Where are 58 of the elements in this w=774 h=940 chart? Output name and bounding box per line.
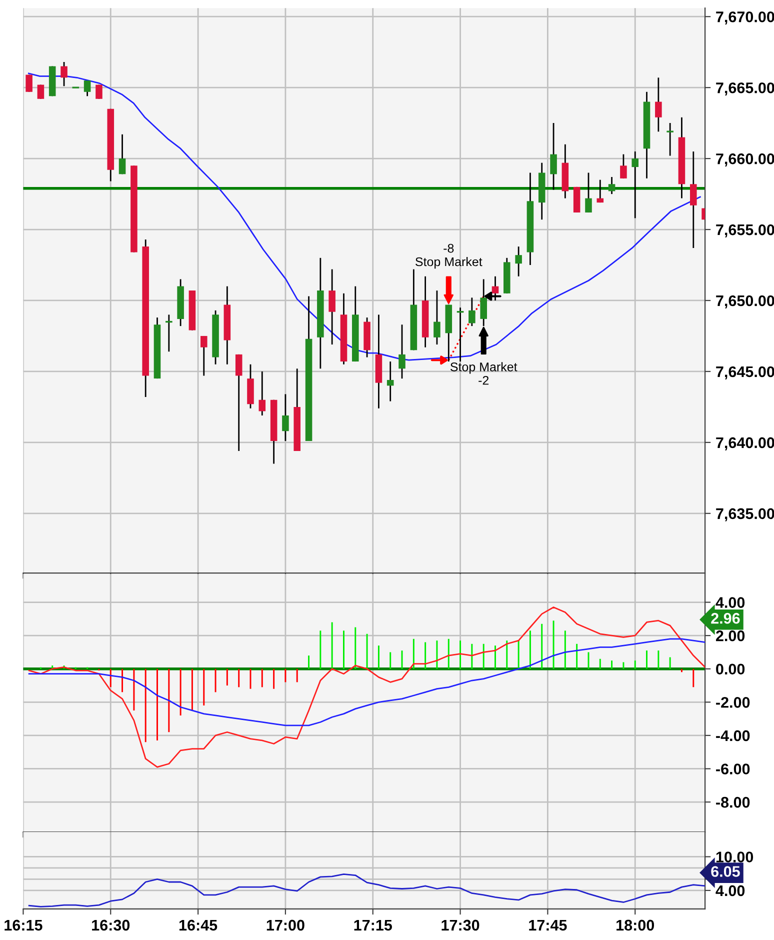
y-tick-label: -8.00 <box>716 796 750 808</box>
annotation: Stop Market -2 <box>450 362 518 385</box>
x-tick-label: 17:30 <box>442 920 480 931</box>
text: 6.05 <box>711 866 740 877</box>
text: 2.96 <box>711 612 740 624</box>
candlestick <box>26 74 32 93</box>
y-tick-label: -6.00 <box>716 764 750 774</box>
line-series <box>28 638 706 726</box>
candlestick <box>164 314 174 352</box>
y-tick-label: -4.00 <box>716 730 750 742</box>
candlestick <box>515 246 522 278</box>
candlestick <box>655 76 662 132</box>
x-tick-label: 17:00 <box>266 920 304 931</box>
y-tick-label: 7,640.00 <box>716 437 774 450</box>
candlestick <box>620 154 627 180</box>
candlestick <box>258 370 266 416</box>
y-tick-label: 7,670.00 <box>716 11 774 24</box>
candlestick <box>585 172 592 214</box>
y-tick-label: 4.00 <box>716 597 745 608</box>
y-tick-label: 7,655.00 <box>716 224 774 238</box>
y-tick-label: 4.00 <box>716 885 745 896</box>
candlestick <box>608 176 616 195</box>
line-series <box>28 873 706 908</box>
candlestick <box>398 324 406 380</box>
candlestick <box>632 150 638 219</box>
x-tick-label: 17:45 <box>529 920 567 931</box>
y-tick-label: 10.00 <box>716 852 754 862</box>
y-tick-label: 7,650.00 <box>716 295 774 308</box>
candlestick <box>37 84 44 100</box>
candlestick <box>434 290 440 346</box>
x-tick-label: 16:30 <box>92 920 130 931</box>
candlestick <box>596 179 604 204</box>
candlestick <box>235 354 242 452</box>
candlestick <box>96 84 102 100</box>
annotation: -8 Stop Market <box>416 244 482 269</box>
candlestick <box>666 122 674 156</box>
candlestick <box>328 268 336 346</box>
y-tick-label: -2.00 <box>716 697 750 708</box>
y-tick-label: 0.00 <box>716 664 745 675</box>
x-tick-label: 18:00 <box>616 920 654 931</box>
candlestick <box>386 360 394 402</box>
y-tick-label: 7,660.00 <box>716 153 774 166</box>
candlestick <box>60 61 68 87</box>
y-tick-label: 7,665.00 <box>716 82 774 96</box>
candlestick <box>550 122 557 190</box>
x-tick-label: 17:15 <box>354 920 392 931</box>
candlestick <box>200 335 208 376</box>
candlestick <box>690 150 697 249</box>
y-tick-label: 2.00 <box>716 630 745 642</box>
y-tick-label: 7,645.00 <box>716 366 774 380</box>
x-tick-label: 16:15 <box>4 920 42 931</box>
x-tick-label: 16:45 <box>179 920 218 931</box>
y-tick-label: 7,635.00 <box>716 508 774 522</box>
line-series <box>28 606 706 768</box>
candlestick <box>118 134 126 175</box>
candlestick <box>282 393 289 442</box>
candlestick <box>84 80 91 97</box>
candlestick <box>468 296 476 327</box>
